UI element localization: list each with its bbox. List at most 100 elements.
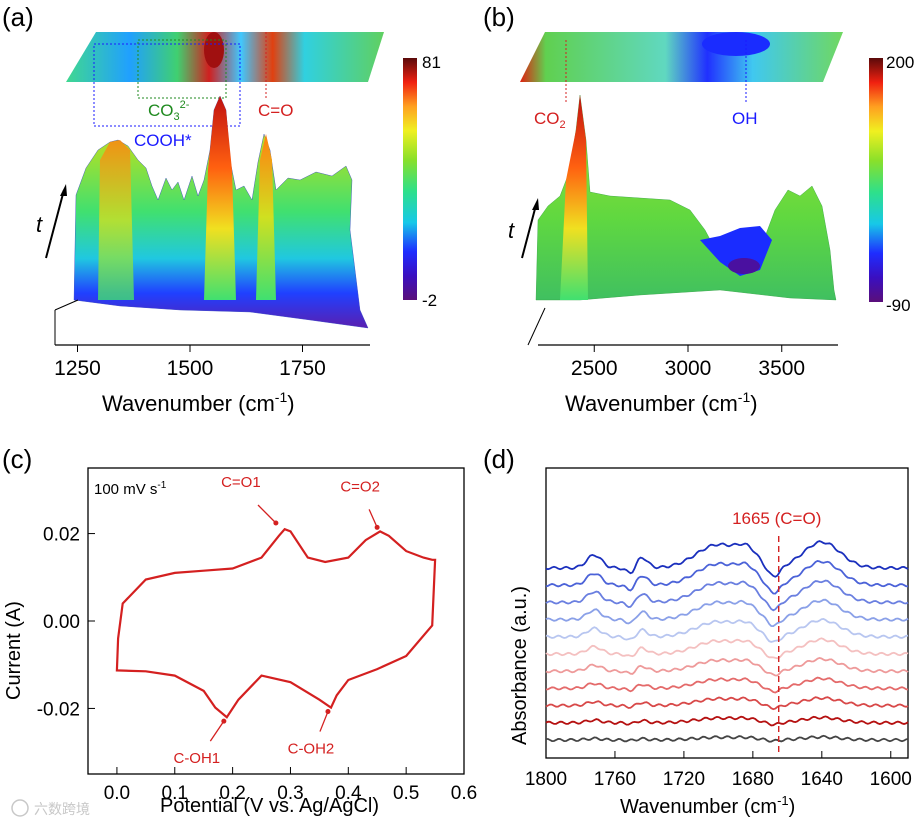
top-projection-b [520, 32, 843, 82]
y-label-d: Absorbance (a.u.) [509, 586, 531, 745]
annotation-arrow [319, 711, 329, 732]
annotation-arrowhead [273, 520, 279, 526]
colorbar-a [403, 58, 417, 300]
y-tick-label: -0.02 [37, 699, 80, 720]
x-tick-label: 0.6 [451, 783, 477, 804]
x-tick-label: 1720 [663, 769, 705, 790]
annotation-label: C-OH1 [173, 750, 220, 767]
x-tick-label: 0.2 [219, 783, 245, 804]
top-projection-a [66, 32, 384, 82]
colorbar-min-b: -90 [886, 296, 911, 315]
panel-d: (d) 1665 (C=O) 1800 1760 1720 1680 1640 1600 … [483, 444, 912, 818]
annotation-arrow [368, 509, 378, 528]
x-tick-label: 1800 [525, 769, 567, 790]
x-ticks-a: 1250 1500 1750 [54, 345, 326, 380]
x-tick-label: 0.3 [277, 783, 303, 804]
annotation-arrowhead [221, 718, 227, 724]
panel-a: (a) CO32- COOH* C=O 1250 1500 1750 Wavenum… [2, 2, 441, 416]
top-projection-peak-a [204, 32, 224, 68]
colorbar-b [869, 58, 883, 302]
annotation-label: C=O2 [340, 478, 380, 495]
x-tick-label: 0.5 [393, 783, 419, 804]
spectrum-line [545, 715, 909, 727]
panel-label-d: (d) [483, 444, 515, 474]
x-tick-label: 1600 [870, 769, 912, 790]
x-tick-label: 0.4 [335, 783, 362, 804]
watermark: 六数跨境 [11, 799, 90, 817]
spectra-d [545, 540, 909, 743]
t-arrowhead-b [532, 198, 539, 210]
t-label-a: t [36, 212, 43, 237]
annotation-arrowhead [325, 709, 331, 715]
x-tick-label: 2500 [571, 357, 618, 380]
peak-1650 [256, 134, 276, 300]
colorbar-max-b: 200 [886, 53, 914, 72]
watermark-text: 六数跨境 [34, 801, 90, 817]
spectrum-line [545, 637, 909, 660]
t-label-b: t [508, 218, 515, 243]
panel-c: (c) 100 mV s-1 0.0 0.1 0.2 0.3 0.4 0.5 0.6 0.02… [2, 444, 477, 817]
x-tick-label: 1250 [54, 357, 101, 380]
annotation-label: C=O1 [221, 474, 261, 491]
co2-label: CO2 [534, 109, 566, 131]
colorbar-min-a: -2 [422, 291, 437, 310]
x-label-d: Wavenumber (cm-1) [620, 793, 795, 818]
spectrum-line [545, 656, 909, 677]
spectrum-line [545, 579, 909, 612]
x-tick-label: 3500 [758, 357, 805, 380]
scan-rate-label: 100 mV s-1 [94, 480, 167, 498]
oh-label: OH [732, 109, 758, 128]
depth-axis-a [54, 299, 79, 311]
depth-axis-b [527, 307, 546, 346]
t-arrow-b [521, 204, 537, 259]
peak-co2 [560, 95, 588, 300]
y-label-c: Current (A) [3, 601, 25, 700]
spectrum-line [545, 560, 909, 595]
spectrum-line [545, 540, 909, 578]
x-tick-label: 0.0 [104, 783, 130, 804]
watermark-icon [11, 799, 29, 817]
peak-1290 [98, 140, 134, 300]
c-o-marker-label-d: 1665 (C=O) [732, 509, 821, 528]
t-arrowhead-a [60, 184, 67, 196]
x-ticks-d: 1800 1760 1720 1680 1640 1600 [525, 751, 912, 790]
x-tick-label: 3000 [665, 357, 712, 380]
axes-ticks-c: 0.0 0.1 0.2 0.3 0.4 0.5 0.6 0.02 0.00 -0.02 [37, 525, 478, 804]
t-arrow-a [45, 189, 65, 259]
x-tick-label: 1760 [594, 769, 636, 790]
x-tick-label: 1500 [167, 357, 214, 380]
annotation-label: C-OH2 [288, 741, 335, 758]
x-tick-label: 0.1 [162, 783, 188, 804]
panel-label-c: (c) [2, 444, 32, 474]
spectrum-line [545, 696, 909, 711]
co3-label: CO32- [148, 99, 190, 123]
co-label: C=O [258, 101, 293, 120]
x-tick-label: 1750 [279, 357, 326, 380]
co3-box [137, 39, 227, 99]
spectrum-line [546, 734, 909, 743]
panel-b: (b) CO2 OH 2500 3000 3500 Wavenumber (cm-1… [483, 2, 914, 416]
plot-frame-d [545, 467, 909, 759]
spectrum-line [545, 617, 909, 643]
x-ticks-b: 2500 3000 3500 [571, 345, 805, 380]
cooh-label: COOH* [134, 131, 192, 150]
colorbar-max-a: 81 [422, 53, 441, 72]
annotation-arrow [257, 504, 277, 524]
x-tick-label: 1680 [732, 769, 774, 790]
cv-annotations: C=O1 C=O2 C-OH1 C-OH2 [173, 474, 379, 767]
x-label-c: Potential (V vs. Ag/AgCl) [160, 795, 379, 817]
x-label-b: Wavenumber (cm-1) [565, 389, 758, 416]
x-label-a: Wavenumber (cm-1) [102, 389, 295, 416]
oh-valley-core [728, 258, 760, 274]
peak-1520 [204, 96, 236, 300]
cooh-box [93, 43, 241, 127]
panel-label-a: (a) [2, 2, 34, 32]
top-projection-oh [702, 32, 770, 56]
cv-curve [115, 527, 437, 719]
plot-frame-c [87, 467, 465, 775]
panel-label-b: (b) [483, 2, 515, 32]
y-tick-label: 0.02 [43, 525, 80, 546]
spectrum-line [545, 598, 909, 628]
x-tick-label: 1640 [801, 769, 843, 790]
